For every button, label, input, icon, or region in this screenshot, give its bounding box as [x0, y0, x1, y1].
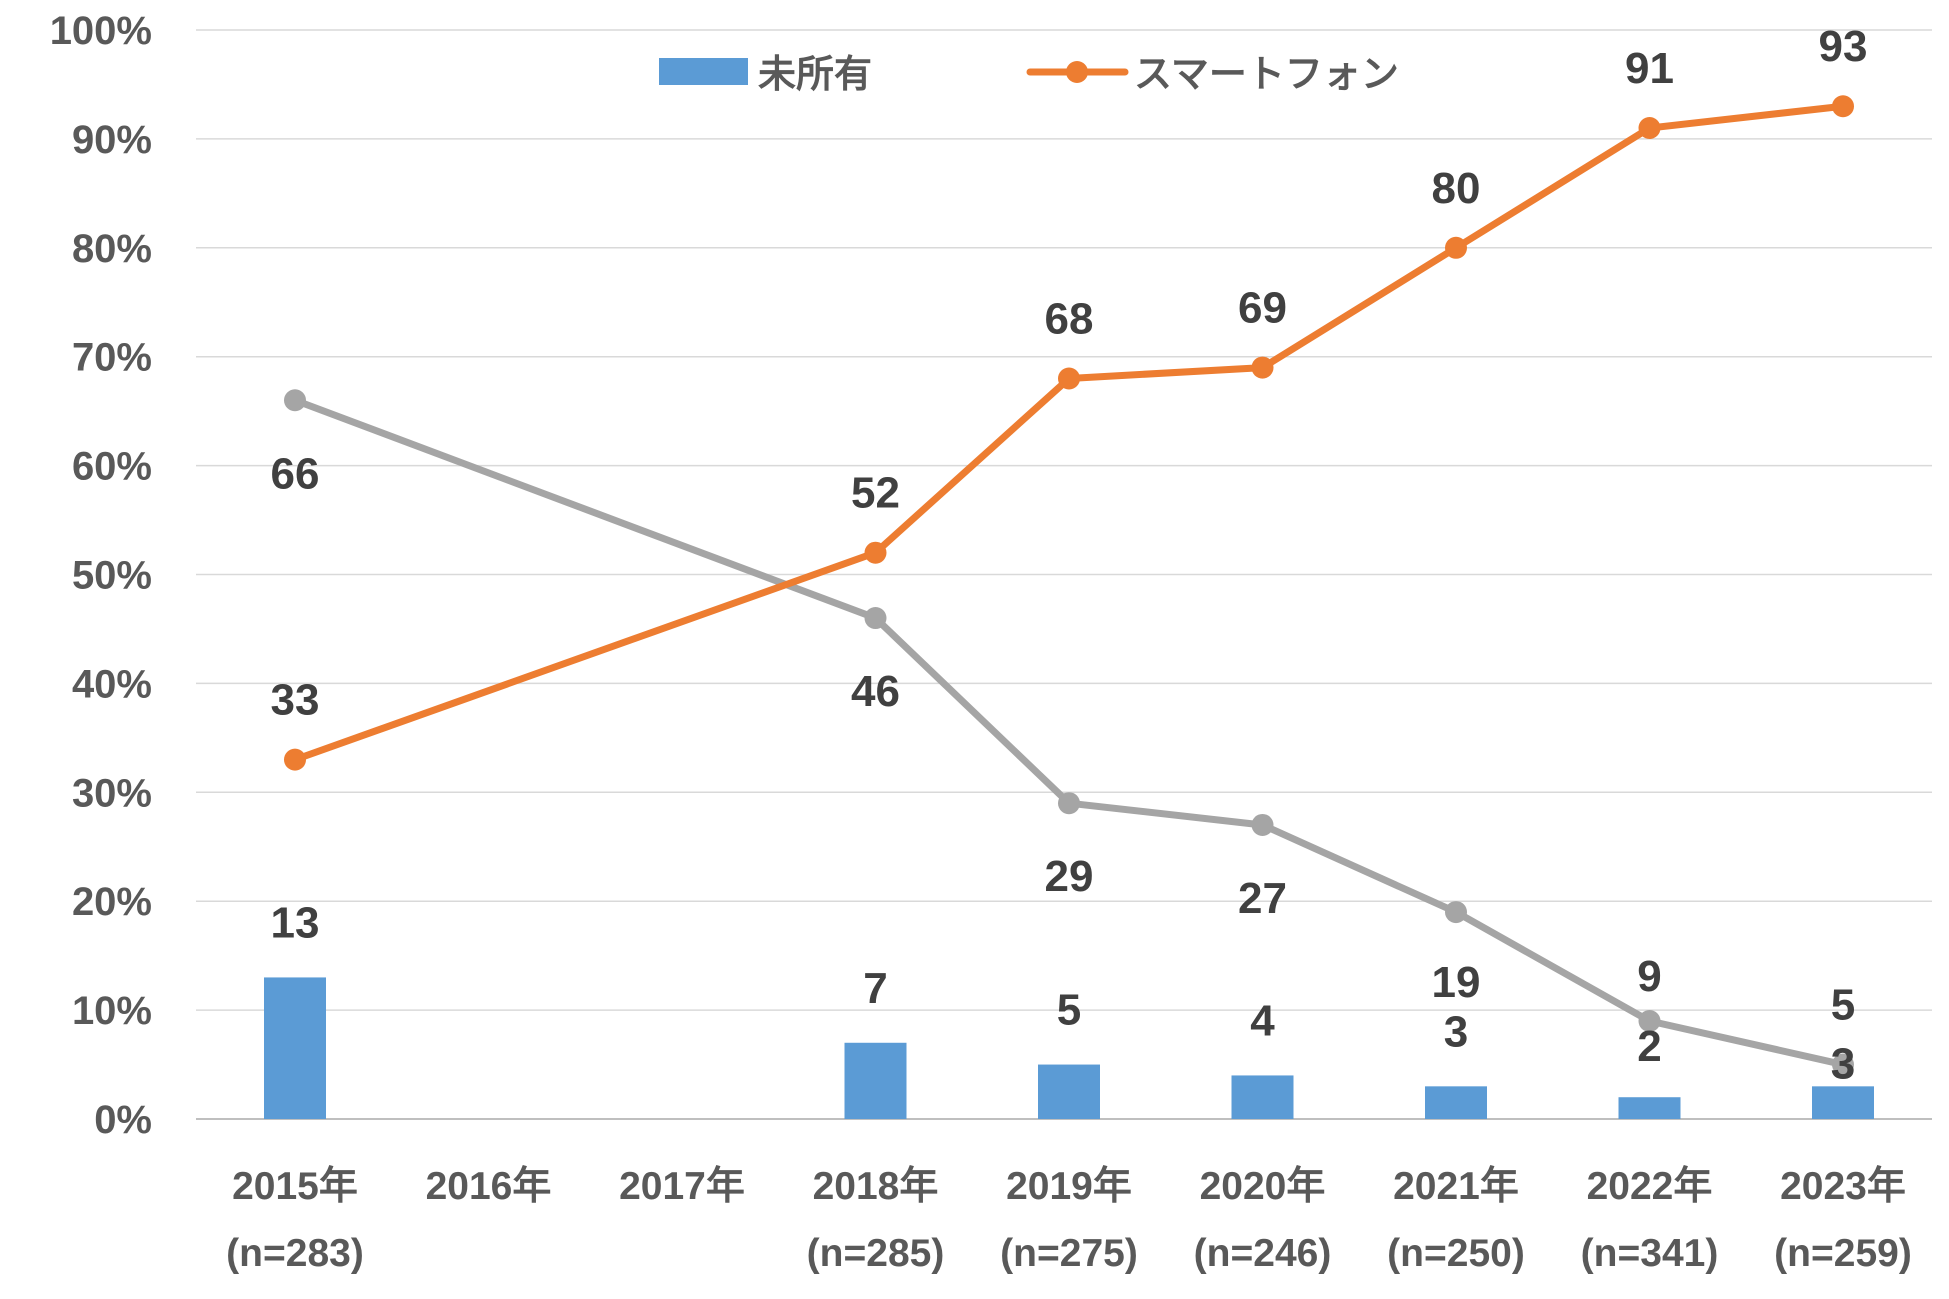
y-tick-label: 100%: [50, 9, 152, 53]
bar: [1231, 1075, 1294, 1119]
gray-line-data-label: 27: [1238, 874, 1287, 923]
x-tick-sublabel: (n=285): [807, 1232, 945, 1275]
smartphone-series-point: [1058, 367, 1080, 390]
gridlines: [196, 29, 1932, 1120]
gray-series-point: [1445, 901, 1467, 924]
gray-line-data-label: 66: [271, 449, 320, 498]
bar: [1038, 1064, 1100, 1119]
data-labels: 13 7 5 4 3 2 3 66 46 29 27 19 9 5 33 52 68 69 80 91 93: [271, 22, 1868, 1088]
smartphone-series-point: [1251, 356, 1274, 379]
smartphone-line-data-label: 33: [271, 676, 320, 725]
bar-data-label: 2: [1637, 1022, 1661, 1071]
x-tick-label: 2022年: [1587, 1165, 1713, 1208]
gray-series-point: [1251, 813, 1274, 836]
gray-line-data-label: 29: [1045, 852, 1094, 901]
line-series: [284, 95, 1854, 1076]
bar-data-label: 3: [1831, 1040, 1855, 1089]
bar: [844, 1042, 907, 1119]
legend-label: スマートフォン: [1134, 52, 1399, 96]
bar: [264, 977, 326, 1119]
gray-line-data-label: 9: [1637, 952, 1661, 1001]
gray-series-line: [291, 396, 1847, 1069]
y-tick-label: 50%: [72, 554, 152, 598]
legend-label: 未所有: [758, 52, 872, 96]
smartphone-series-point: [1638, 117, 1661, 140]
bar-data-label: 7: [863, 964, 887, 1013]
smartphone-line-data-label: 68: [1045, 294, 1094, 343]
y-tick-label: 90%: [72, 118, 152, 162]
y-tick-label: 0%: [94, 1098, 152, 1142]
bar-data-label: 3: [1444, 1007, 1468, 1056]
smartphone-series-point: [864, 541, 887, 564]
bar-data-label: 4: [1250, 996, 1275, 1045]
smartphone-series-line: [291, 102, 1847, 764]
x-tick-label: 2018年: [813, 1165, 939, 1208]
y-tick-label: 80%: [72, 227, 152, 271]
legend-swatch-bar: [659, 58, 748, 85]
gray-series-point: [1058, 792, 1080, 815]
x-tick-sublabel: (n=246): [1194, 1232, 1332, 1275]
y-tick-label: 40%: [72, 662, 152, 706]
smartphone-line-data-label: 52: [851, 469, 900, 518]
y-axis: 0% 10% 20% 30% 40% 50% 60% 70% 80% 90% 100%: [50, 9, 152, 1142]
gray-series-point: [284, 389, 306, 412]
smartphone-line-data-label: 93: [1819, 22, 1868, 71]
bar-data-label: 13: [271, 898, 320, 947]
y-tick-label: 70%: [72, 336, 152, 380]
x-tick-sublabel: (n=250): [1387, 1232, 1525, 1275]
y-tick-label: 10%: [72, 989, 152, 1033]
x-tick-label: 2017年: [619, 1165, 745, 1208]
x-axis: 2015年 (n=283) 2016年 2017年 2018年 (n=285) 2019年 (…: [226, 1165, 1912, 1275]
gray-line-data-label: 19: [1432, 958, 1481, 1007]
bar: [1618, 1097, 1681, 1119]
smartphone-line-data-label: 91: [1625, 44, 1674, 93]
bar: [1812, 1086, 1874, 1119]
smartphone-line-data-label: 80: [1432, 164, 1481, 213]
smartphone-line-data-label: 69: [1238, 284, 1287, 333]
bar: [1425, 1086, 1487, 1119]
smartphone-series-point: [1832, 95, 1854, 118]
x-tick-label: 2023年: [1780, 1165, 1906, 1208]
x-tick-label: 2021年: [1393, 1165, 1519, 1208]
legend-swatch-marker: [1066, 61, 1088, 83]
y-tick-label: 20%: [72, 880, 152, 924]
smartphone-series-point: [284, 748, 306, 771]
x-tick-label: 2015年: [232, 1165, 358, 1208]
gray-series-point: [1832, 1053, 1854, 1076]
gray-series-point: [864, 607, 887, 630]
gray-line-data-label: 46: [851, 667, 900, 716]
x-tick-label: 2019年: [1006, 1165, 1132, 1208]
bar-data-label: 5: [1057, 986, 1081, 1035]
x-tick-sublabel: (n=259): [1774, 1232, 1912, 1275]
x-tick-sublabel: (n=341): [1581, 1232, 1719, 1275]
x-tick-label: 2020年: [1200, 1165, 1326, 1208]
bar-series: [264, 977, 1874, 1119]
y-tick-label: 30%: [72, 771, 152, 815]
gray-line-data-label: 5: [1831, 981, 1855, 1030]
x-tick-sublabel: (n=283): [226, 1232, 364, 1275]
x-tick-label: 2016年: [426, 1165, 552, 1208]
legend: 未所有 スマートフォン: [659, 52, 1399, 96]
y-tick-label: 60%: [72, 445, 152, 489]
gray-series-point: [1638, 1009, 1661, 1032]
x-tick-sublabel: (n=275): [1000, 1232, 1138, 1275]
smartphone-series-point: [1445, 236, 1467, 259]
